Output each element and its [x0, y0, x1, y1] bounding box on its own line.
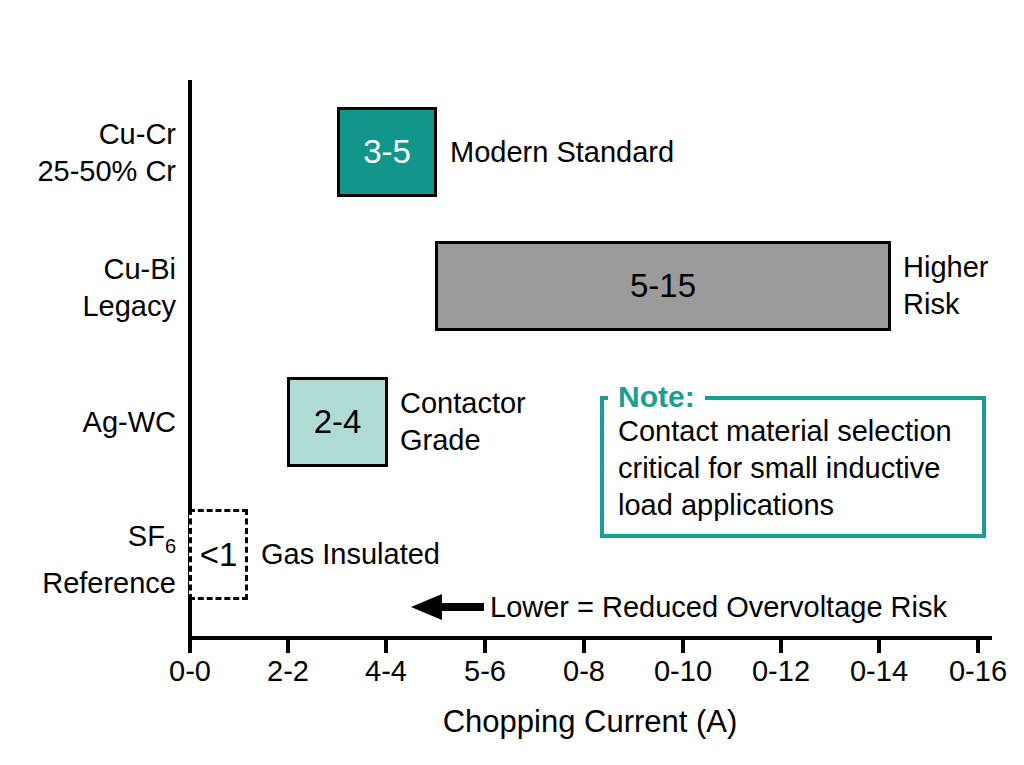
- note-text-line: load applications: [618, 487, 952, 524]
- note-text-line: critical for small inductive: [618, 450, 952, 487]
- bar-value-label: 2-4: [314, 403, 362, 441]
- y-axis-label-line: Ag-WC: [0, 404, 176, 441]
- left-arrow-shaft: [438, 603, 484, 611]
- x-axis-tick: [483, 640, 487, 653]
- x-axis-tick: [779, 640, 783, 653]
- x-axis-tick: [582, 640, 586, 653]
- y-axis-label-ag-wc: Ag-WC: [0, 404, 176, 441]
- x-axis-tick: [681, 640, 685, 653]
- x-axis-tick-label: 5-6: [464, 655, 506, 688]
- bar-annotation-modern-standard: Modern Standard: [450, 107, 674, 197]
- x-axis-tick-label: 0-14: [850, 655, 908, 688]
- x-axis-tick: [877, 640, 881, 653]
- x-axis-tick-label: 4-4: [365, 655, 407, 688]
- bar-value-label: 5-15: [630, 267, 696, 305]
- y-axis-label-cu-bi: Cu-Bi Legacy: [0, 251, 176, 325]
- x-axis-tick: [286, 640, 290, 653]
- x-axis-line: [188, 636, 992, 640]
- x-axis-tick: [188, 640, 192, 653]
- note-text: Contact material selection critical for …: [618, 413, 952, 524]
- y-axis-label-line: 25-50% Cr: [0, 153, 176, 190]
- y-axis-label-line: Cu-Bi: [0, 251, 176, 288]
- x-axis-tick-label: 0-10: [654, 655, 712, 688]
- x-axis-tick-label: 2-2: [267, 655, 309, 688]
- x-axis-tick-label: 0-12: [752, 655, 810, 688]
- bar-ag-wc: 2-4: [287, 377, 388, 467]
- y-axis-label-line: Legacy: [0, 288, 176, 325]
- x-axis-tick: [384, 640, 388, 653]
- bar-annotation-gas-insulated: Gas Insulated: [261, 509, 440, 600]
- y-axis-label-line: Cu-Cr: [0, 116, 176, 153]
- note-text-line: Contact material selection: [618, 413, 952, 450]
- x-axis-title: Chopping Current (A): [188, 704, 992, 740]
- x-axis-tick-label: 0-8: [563, 655, 605, 688]
- note-title: Note:: [608, 381, 705, 413]
- x-axis-tick: [976, 640, 980, 653]
- bar-cu-cr: 3-5: [337, 107, 437, 197]
- bar-annotation-contactor-grade: Contactor Grade: [400, 377, 560, 467]
- bar-value-label: <1: [200, 536, 238, 574]
- chopping-current-chart: Cu-Cr 25-50% Cr Cu-Bi Legacy Ag-WC SF6 R…: [0, 0, 1024, 765]
- arrow-label: Lower = Reduced Overvoltage Risk: [490, 591, 947, 624]
- y-axis-label-cu-cr: Cu-Cr 25-50% Cr: [0, 116, 176, 190]
- bar-sf6: <1: [189, 509, 248, 600]
- x-axis-tick-label: 0-0: [169, 655, 211, 688]
- y-axis-label-sf6: SF6 Reference: [0, 518, 176, 602]
- bar-value-label: 3-5: [363, 133, 411, 171]
- bar-cu-bi: 5-15: [435, 241, 891, 331]
- y-axis-label-line: SF6: [0, 518, 176, 565]
- x-axis-tick-label: 0-16: [949, 655, 1007, 688]
- y-axis-label-line: Reference: [0, 565, 176, 602]
- bar-annotation-higher-risk: Higher Risk: [903, 241, 1023, 331]
